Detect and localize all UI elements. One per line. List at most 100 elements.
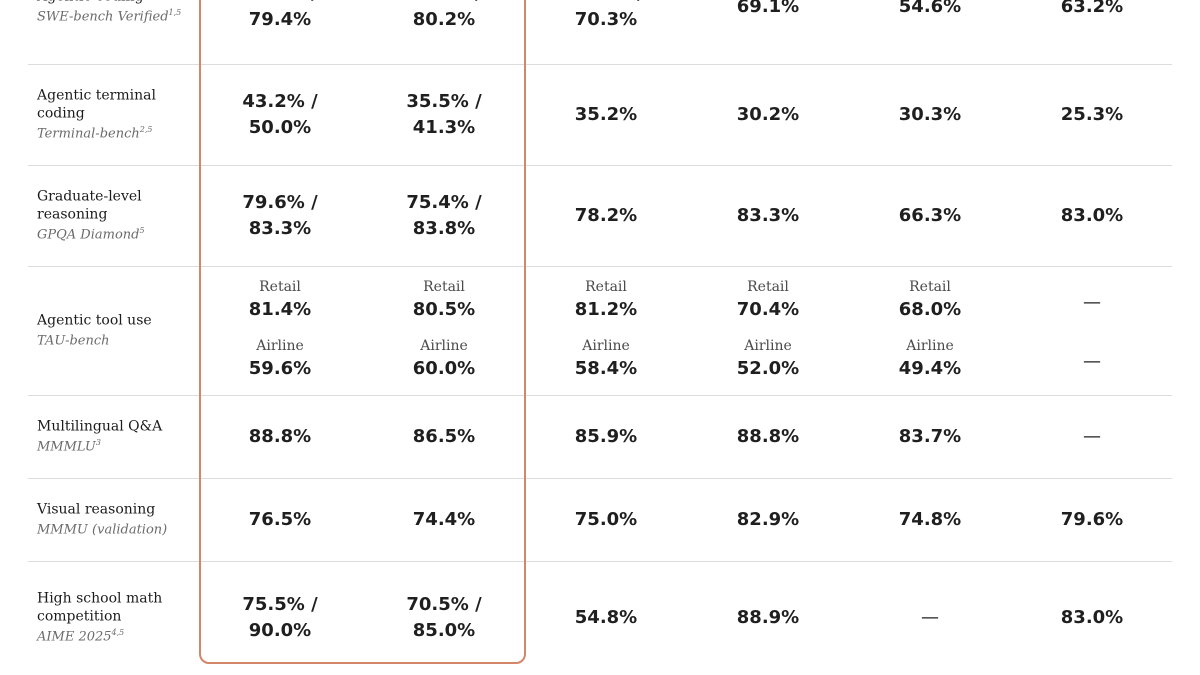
retail-label: Retail: [423, 279, 465, 295]
score-value: 75.4% /: [406, 191, 482, 213]
score-cell: 83.0%: [1060, 204, 1124, 226]
benchmark-subtitle-text: MMMU (validation): [37, 522, 168, 537]
score-cell: 35.2%: [574, 103, 638, 125]
score-value: 70.5% /: [406, 594, 482, 615]
airline-label: Airline: [744, 338, 792, 354]
score-value-extended: 85.0%: [412, 620, 476, 641]
score-cell: 88.9%: [736, 607, 800, 628]
benchmark-title: High school math competition: [37, 590, 163, 625]
airline-label: Airline: [420, 338, 468, 354]
benchmark-subtitle: AIME 20254,5: [37, 629, 197, 647]
airline-value: —: [1083, 351, 1101, 372]
benchmark-title: Multilingual Q&A: [37, 418, 163, 434]
score-cell: 69.1%: [736, 0, 800, 17]
table-row: High school math competition AIME 20254,5…: [28, 561, 1172, 675]
score-value-extended: 90.0%: [248, 620, 312, 641]
score-cell: 83.0%: [1060, 607, 1124, 628]
score-value: 72.7% /: [406, 0, 481, 7]
benchmark-title: Agentic coding: [37, 0, 197, 6]
benchmark-label: High school math competition AIME 20254,5: [37, 590, 197, 647]
score-cell: 70.5% / 85.0%: [406, 592, 481, 644]
score-cell: 62.3% / 70.3%: [568, 0, 643, 33]
score-cell: 79.6% / 83.3%: [242, 190, 317, 242]
retail-value: 68.0%: [898, 299, 962, 320]
score-value: 35.5% /: [406, 90, 482, 112]
score-cell: 63.2%: [1060, 0, 1124, 17]
benchmark-subtitle-text: MMMLU: [37, 439, 96, 454]
score-cell: 74.4%: [412, 508, 476, 530]
score-cell: 54.8%: [574, 607, 638, 628]
score-cell: 72.5% / 79.4%: [242, 0, 317, 33]
retail-score: Retail 80.5%: [413, 279, 475, 322]
retail-score: Retail 81.4%: [249, 279, 311, 322]
airline-value: 58.4%: [574, 358, 638, 379]
score-cell: 78.2%: [574, 204, 638, 226]
score-cell: 43.2% / 50.0%: [242, 89, 317, 141]
score-cell: 54.6%: [898, 0, 962, 17]
score-cell: —: [921, 607, 939, 628]
score-cell: 88.8%: [736, 425, 800, 447]
score-cell: 75.4% / 83.8%: [406, 190, 481, 242]
airline-score: Airline 59.6%: [249, 338, 311, 381]
score-cell: 35.5% / 41.3%: [406, 89, 481, 141]
benchmark-subtitle-text: GPQA Diamond: [37, 227, 140, 242]
score-cell: 86.5%: [412, 425, 476, 447]
retail-value: 81.4%: [248, 299, 312, 320]
score-value-extended: 79.4%: [248, 9, 312, 30]
footnote-marker: 4,5: [111, 628, 125, 638]
score-cell: 74.8%: [898, 508, 962, 530]
airline-label: Airline: [256, 338, 304, 354]
score-cell: 88.8%: [248, 425, 312, 447]
airline-label: Airline: [906, 338, 954, 354]
table-row: Agentic coding SWE-bench Verified1,5 72.5%…: [28, 0, 1172, 65]
retail-label: Retail: [259, 279, 301, 295]
retail-label: Retail: [909, 279, 951, 295]
score-cell: 79.6%: [1060, 508, 1124, 530]
benchmark-subtitle: Terminal-bench2,5: [37, 125, 197, 143]
score-value: 79.6% /: [242, 191, 318, 213]
benchmark-subtitle: TAU-bench: [37, 332, 197, 350]
airline-score: Airline 60.0%: [413, 338, 475, 381]
score-cell: 85.9%: [574, 425, 638, 447]
footnote-marker: 5: [139, 225, 145, 235]
benchmark-label: Agentic tool use TAU-bench: [37, 311, 197, 350]
benchmark-subtitle: GPQA Diamond5: [37, 226, 197, 244]
footnote-marker: 2,5: [139, 124, 153, 134]
benchmark-title: Graduate-level reasoning: [37, 188, 142, 222]
score-value-extended: 41.3%: [412, 116, 476, 138]
airline-value: 49.4%: [898, 358, 962, 379]
benchmark-label: Agentic terminal coding Terminal-bench2,5: [37, 86, 197, 143]
airline-value: 60.0%: [412, 358, 476, 379]
retail-score: Retail 81.2%: [575, 279, 637, 322]
airline-score: Airline 52.0%: [737, 338, 799, 381]
score-value: 62.3% /: [568, 0, 643, 7]
footnote-marker: 3: [95, 437, 101, 447]
score-value-extended: 83.3%: [248, 217, 312, 239]
score-cell: —: [1083, 425, 1101, 447]
retail-label: Retail: [747, 279, 789, 295]
score-cell: 83.3%: [736, 204, 800, 226]
airline-value: 59.6%: [248, 358, 312, 379]
benchmark-label: Graduate-level reasoning GPQA Diamond5: [37, 187, 197, 244]
score-value: 43.2% /: [242, 90, 318, 112]
retail-value: —: [1083, 292, 1101, 313]
benchmark-subtitle: MMMLU3: [37, 438, 197, 456]
benchmark-subtitle-text: Terminal-bench: [37, 126, 140, 141]
airline-score: —: [1083, 347, 1101, 374]
retail-score: —: [1083, 288, 1101, 315]
benchmark-label: Multilingual Q&A MMMLU3: [37, 417, 197, 456]
benchmark-label: Visual reasoning MMMU (validation): [37, 500, 197, 539]
table-row: Agentic tool use TAU-bench Retail 81.4% Airl…: [28, 266, 1172, 396]
score-cell: 30.2%: [736, 103, 800, 125]
retail-score: Retail 70.4%: [737, 279, 799, 322]
table-row: Graduate-level reasoning GPQA Diamond5 79.…: [28, 165, 1172, 267]
airline-value: 52.0%: [736, 358, 800, 379]
score-cell: 30.3%: [898, 103, 962, 125]
benchmark-title: Visual reasoning: [37, 501, 156, 517]
retail-label: Retail: [585, 279, 627, 295]
table-row: Visual reasoning MMMU (validation) 76.5% 74…: [28, 478, 1172, 562]
table-row: Agentic terminal coding Terminal-bench2,5…: [28, 64, 1172, 166]
benchmark-title: Agentic terminal coding: [37, 87, 156, 121]
score-value-extended: 83.8%: [412, 217, 476, 239]
